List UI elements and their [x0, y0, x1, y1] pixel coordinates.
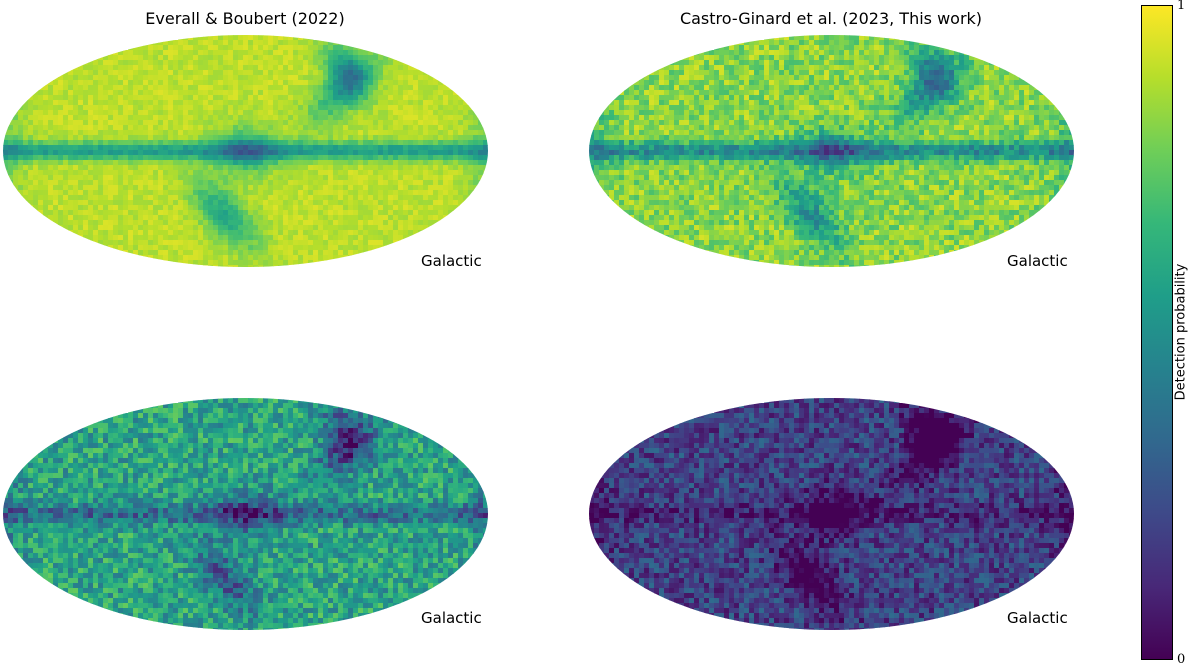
colorbar — [1141, 5, 1173, 660]
panel-title-top-left: Everall & Boubert (2022) — [145, 9, 345, 28]
sky-map-bottom-right — [589, 398, 1074, 630]
panel-title-top-right: Castro-Ginard et al. (2023, This work) — [679, 9, 983, 28]
coord-label-top-left: Galactic — [421, 252, 482, 270]
coord-label-top-right: Galactic — [1007, 252, 1068, 270]
coord-label-bottom-left: Galactic — [421, 609, 482, 627]
colorbar-min-tick: 0 — [1177, 652, 1186, 667]
colorbar-label: Detection probability — [1173, 263, 1189, 401]
colorbar-max-tick: 1 — [1177, 0, 1186, 13]
sky-map-bottom-left — [3, 398, 488, 630]
coord-label-bottom-right: Galactic — [1007, 609, 1068, 627]
sky-map-top-left — [3, 35, 488, 267]
sky-map-top-right — [589, 35, 1074, 267]
